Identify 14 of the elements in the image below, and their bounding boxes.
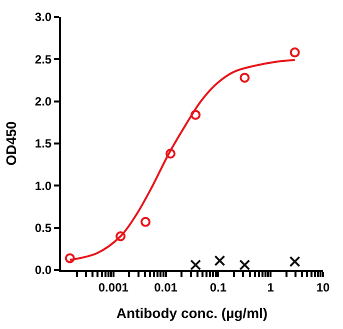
y-tick-label: 1.5 (34, 136, 52, 151)
y-axis-title: OD450 (3, 121, 20, 166)
y-tick-label: 0.5 (34, 221, 52, 236)
x-tick-label: 0.001 (98, 280, 129, 294)
x-tick-label: 1 (267, 280, 274, 294)
x-tick-label: 10 (316, 280, 330, 294)
y-tick-label: 2.5 (34, 52, 52, 66)
y-tick-label: 1.0 (34, 178, 52, 193)
y-tick-label: 2.0 (34, 94, 52, 109)
y-tick-label: 0.0 (34, 263, 52, 278)
x-tick-label: 0.01 (154, 280, 178, 294)
x-tick-label: 0.1 (210, 280, 227, 294)
y-tick-label: 3.0 (34, 10, 52, 24)
x-axis-title: Antibody conc. (µg/ml) (116, 305, 268, 322)
